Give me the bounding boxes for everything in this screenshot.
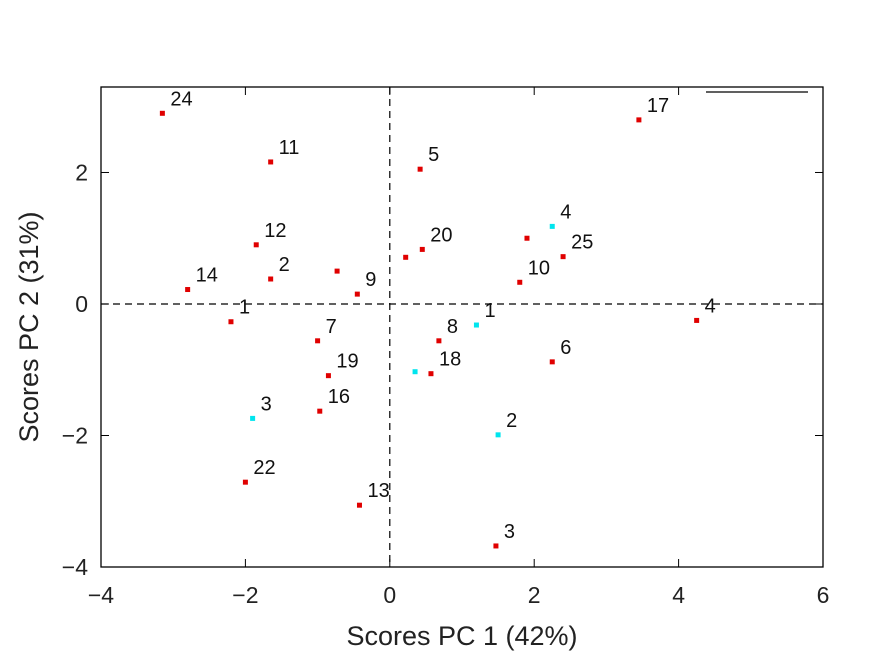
red-point-label: 7 — [326, 316, 337, 338]
red-point-label: 24 — [170, 88, 192, 110]
y-tick-label: −2 — [62, 422, 88, 448]
y-tick-label: 0 — [75, 291, 88, 317]
red-point-25 — [560, 254, 566, 260]
cyan-point — [412, 369, 418, 375]
red-point-label: 8 — [447, 316, 458, 338]
red-point-8 — [436, 338, 442, 344]
x-tick-label: 4 — [672, 582, 685, 608]
red-point-label: 20 — [430, 224, 452, 246]
red-point-label: 19 — [336, 351, 358, 373]
cyan-point-2 — [495, 432, 501, 438]
red-point-label: 1 — [239, 297, 250, 319]
red-point-label: 10 — [528, 257, 550, 279]
red-point-2 — [268, 276, 274, 282]
red-point-16 — [317, 408, 323, 414]
red-point-label: 16 — [328, 386, 350, 408]
x-axis-label: Scores PC 1 (42%) — [346, 621, 577, 651]
red-point-label: 5 — [428, 144, 439, 166]
cyan-point-label: 4 — [560, 201, 571, 223]
red-point-11 — [268, 159, 274, 165]
x-tick-label: −4 — [88, 582, 114, 608]
cyan-point-1 — [473, 322, 479, 328]
reference-lines — [101, 87, 823, 567]
x-tick-label: −2 — [232, 582, 258, 608]
plot-frame — [100, 86, 824, 568]
cyan-point-label: 1 — [484, 300, 495, 322]
red-point-label: 12 — [264, 220, 286, 242]
red-point — [403, 254, 409, 260]
red-point-24 — [159, 110, 165, 116]
red-point-4 — [694, 317, 700, 323]
red-point-3 — [493, 543, 499, 549]
red-point-14 — [185, 287, 191, 293]
red-point-10 — [517, 279, 523, 285]
red-point-12 — [253, 242, 259, 248]
cyan-point-label: 2 — [506, 410, 517, 432]
cyan-point-4 — [549, 223, 555, 229]
red-point-label: 17 — [647, 95, 669, 117]
y-tick-label: −4 — [62, 554, 88, 580]
red-point — [524, 235, 530, 241]
red-point-label: 25 — [571, 232, 593, 254]
red-point-22 — [242, 479, 248, 485]
red-point-17 — [636, 117, 642, 123]
axis-ticks: −4 −2 0 2 4 6−4−202 — [62, 87, 830, 608]
red-point-label: 2 — [279, 254, 290, 276]
y-tick-label: 2 — [75, 159, 88, 185]
red-point — [334, 268, 340, 274]
red-point-label: 6 — [560, 337, 571, 359]
red-point-label: 13 — [367, 480, 389, 502]
y-axis-label: Scores PC 2 (31%) — [14, 211, 44, 442]
red-point-20 — [419, 246, 425, 252]
red-point-13 — [356, 502, 362, 508]
x-tick-label: 0 — [383, 582, 396, 608]
x-tick-label: 2 — [528, 582, 541, 608]
red-point-19 — [325, 373, 331, 379]
red-point-7 — [315, 338, 321, 344]
red-point-label: 9 — [365, 269, 376, 291]
red-point-label: 14 — [196, 265, 218, 287]
red-point-5 — [417, 166, 423, 172]
cyan-point-label: 3 — [261, 393, 272, 415]
red-point-label: 4 — [705, 295, 716, 317]
red-point-label: 3 — [504, 521, 515, 543]
red-point-1 — [228, 319, 234, 325]
cyan-point-3 — [250, 415, 256, 421]
x-tick-label: 6 — [817, 582, 830, 608]
red-point-label: 18 — [439, 349, 461, 371]
red-point-18 — [428, 371, 434, 377]
red-point-9 — [354, 291, 360, 297]
red-point-label: 22 — [253, 457, 275, 479]
red-point-label: 11 — [279, 137, 300, 159]
red-point-6 — [549, 359, 555, 365]
